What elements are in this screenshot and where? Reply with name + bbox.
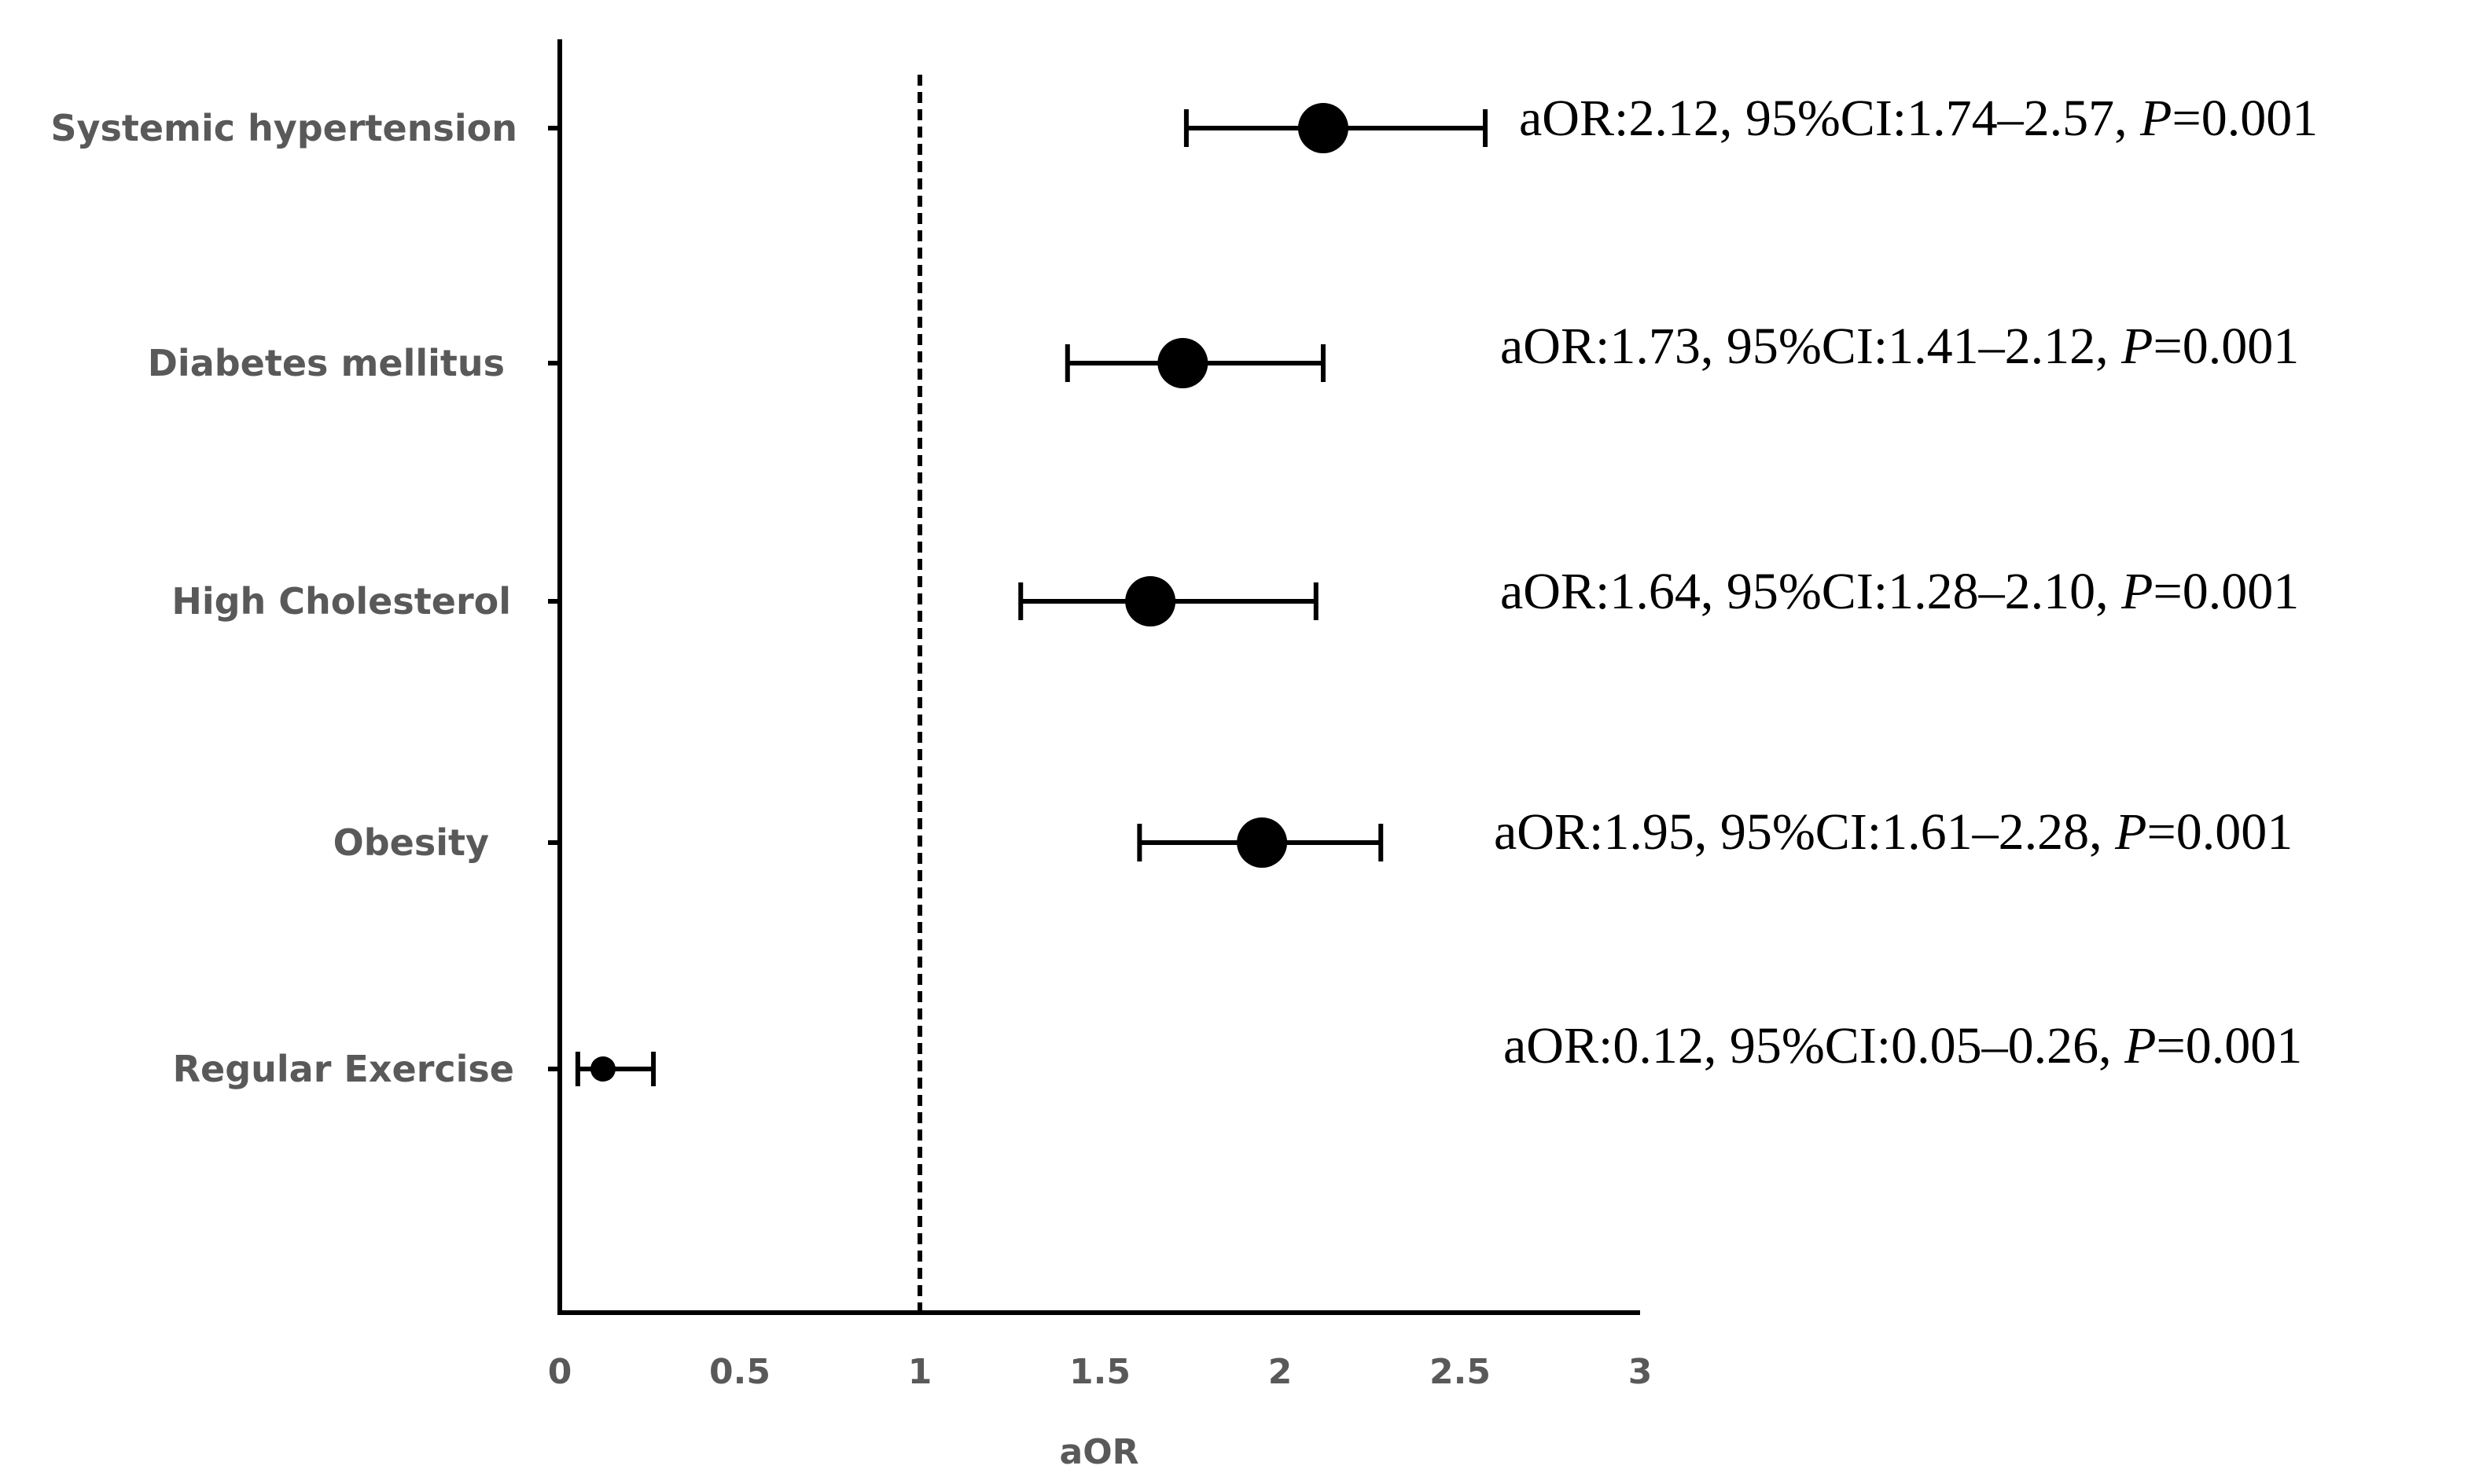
x-tick-label: 0.5 (709, 1352, 771, 1392)
annotation-stats: aOR:1.73, 95%CI:1.41–2.12, (1500, 318, 2121, 375)
annotation-p-symbol: P (2114, 803, 2146, 861)
axes (557, 39, 1640, 1315)
annotation-p-value: =0.001 (2146, 803, 2293, 861)
annotation-stats: aOR:0.12, 95%CI:0.05–0.26, (1503, 1017, 2124, 1074)
row-annotation: aOR:1.73, 95%CI:1.41–2.12, P=0.001 (1500, 318, 2299, 375)
point-estimate (1125, 576, 1176, 626)
annotation-stats: aOR:1.64, 95%CI:1.28–2.10, (1500, 563, 2121, 620)
x-tick-label: 1.5 (1069, 1352, 1131, 1392)
x-tick-label: 2 (1268, 1352, 1293, 1392)
forest-row: Regular Exercise aOR:0.12, 95%CI:0.05–0.2… (173, 1017, 2303, 1090)
point-estimate (590, 1056, 616, 1082)
annotation-p-symbol: P (2124, 1017, 2156, 1074)
annotation-stats: aOR:1.95, 95%CI:1.61–2.28, (1494, 803, 2115, 861)
point-estimate (1157, 338, 1208, 388)
annotation-p-value: =0.001 (2156, 1017, 2302, 1074)
annotation-p-value: =0.001 (2153, 318, 2299, 375)
row-label: Obesity (333, 821, 489, 864)
forest-row: Diabetes mellitus aOR:1.73, 95%CI:1.41–2.… (148, 318, 2299, 388)
x-tick-label: 3 (1628, 1352, 1653, 1392)
annotation-p-symbol: P (2139, 90, 2172, 147)
x-tick-label: 2.5 (1429, 1352, 1491, 1392)
row-label: Diabetes mellitus (148, 342, 505, 384)
x-axis-title: aOR (1060, 1432, 1139, 1472)
row-annotation: aOR:0.12, 95%CI:0.05–0.26, P=0.001 (1503, 1017, 2302, 1074)
forest-row: Obesity aOR:1.95, 95%CI:1.61–2.28, P=0.00… (333, 803, 2293, 868)
x-tick-label: 1 (908, 1352, 932, 1392)
row-label: Systemic hypertension (50, 107, 517, 149)
annotation-p-symbol: P (2120, 563, 2153, 620)
annotation-p-value: =0.001 (2172, 90, 2318, 147)
row-label: Regular Exercise (173, 1048, 514, 1090)
annotation-stats: aOR:2.12, 95%CI:1.74–2.57, (1519, 90, 2140, 147)
annotation-p-value: =0.001 (2153, 563, 2299, 620)
forest-row: Systemic hypertension aOR:2.12, 95%CI:1.7… (50, 90, 2318, 153)
row-annotation: aOR:2.12, 95%CI:1.74–2.57, P=0.001 (1519, 90, 2318, 147)
row-label: High Cholesterol (171, 580, 511, 623)
point-estimate (1297, 103, 1348, 153)
x-tick-label: 0 (548, 1352, 572, 1392)
forest-rows: Systemic hypertension aOR:2.12, 95%CI:1.7… (50, 90, 2318, 1090)
row-annotation: aOR:1.95, 95%CI:1.61–2.28, P=0.001 (1494, 803, 2293, 861)
annotation-p-symbol: P (2120, 318, 2153, 375)
point-estimate (1237, 817, 1288, 868)
x-tick-labels: 0 0.5 1 1.5 2 2.5 3 (548, 1352, 1653, 1392)
forest-row: High Cholesterol aOR:1.64, 95%CI:1.28–2.1… (171, 563, 2299, 626)
row-annotation: aOR:1.64, 95%CI:1.28–2.10, P=0.001 (1500, 563, 2299, 620)
